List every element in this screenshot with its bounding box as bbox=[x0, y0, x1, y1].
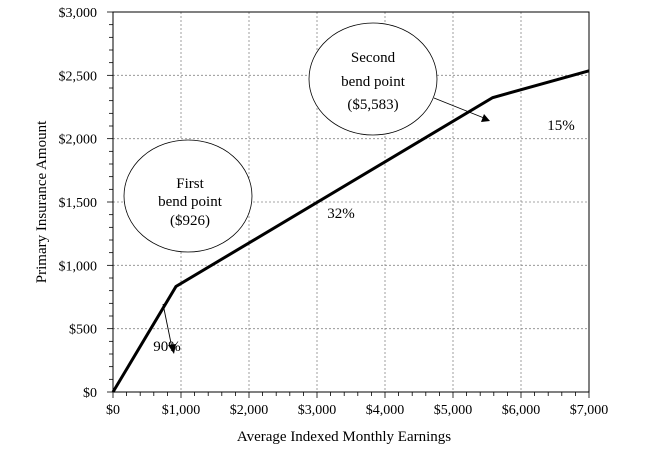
first-bend-line3: ($926) bbox=[170, 213, 210, 229]
second-bend-line1: Second bbox=[351, 50, 396, 66]
x-tick-label: $2,000 bbox=[230, 403, 269, 418]
first-bend-callout: First bend point ($926) bbox=[123, 139, 253, 354]
y-axis-label: Primary Insurance Amount bbox=[34, 120, 50, 283]
first-bend-arrowhead bbox=[168, 344, 176, 354]
rate-label-15: 15% bbox=[547, 118, 575, 134]
y-tick-label: $2,000 bbox=[59, 133, 98, 148]
x-tick-label: $3,000 bbox=[298, 403, 337, 418]
x-tick-label: $1,000 bbox=[162, 403, 201, 418]
second-bend-line3: ($5,583) bbox=[347, 97, 398, 113]
grid bbox=[113, 12, 589, 392]
second-bend-arrow bbox=[433, 97, 485, 119]
x-tick-label: $7,000 bbox=[570, 403, 609, 418]
y-tick-label: $2,500 bbox=[59, 69, 98, 84]
x-axis-label: Average Indexed Monthly Earnings bbox=[237, 429, 451, 445]
plot-frame bbox=[112, 11, 590, 393]
y-tick-label: $1,000 bbox=[59, 259, 98, 274]
ticks bbox=[107, 11, 590, 398]
series-line bbox=[111, 69, 590, 393]
second-bend-callout: Second bend point ($5,583) bbox=[308, 22, 490, 136]
y-tick-label: $0 bbox=[83, 386, 97, 401]
first-bend-line1: First bbox=[176, 176, 204, 192]
x-tick-label: $0 bbox=[106, 403, 120, 418]
second-bend-arrowhead bbox=[481, 114, 490, 122]
y-tick-label: $1,500 bbox=[59, 196, 98, 211]
x-tick-labels: $0 $1,000 $2,000 $3,000 $4,000 $5,000 $6,000 $7… bbox=[106, 403, 608, 418]
first-bend-arrow bbox=[162, 303, 173, 349]
first-bend-line2: bend point bbox=[158, 194, 223, 210]
x-tick-label: $6,000 bbox=[502, 403, 541, 418]
second-bend-line2: bend point bbox=[341, 74, 406, 90]
x-tick-label: $5,000 bbox=[434, 403, 473, 418]
first-bend-ellipse bbox=[123, 139, 253, 253]
second-bend-ellipse bbox=[308, 22, 438, 136]
y-tick-labels: $0 $500 $1,000 $1,500 $2,000 $2,500 $3,000 bbox=[59, 6, 98, 401]
x-tick-label: $4,000 bbox=[366, 403, 405, 418]
rate-label-32: 32% bbox=[327, 206, 355, 222]
rate-label-90: 90% bbox=[153, 339, 181, 355]
y-tick-label: $500 bbox=[69, 323, 97, 338]
y-tick-label: $3,000 bbox=[59, 6, 98, 21]
